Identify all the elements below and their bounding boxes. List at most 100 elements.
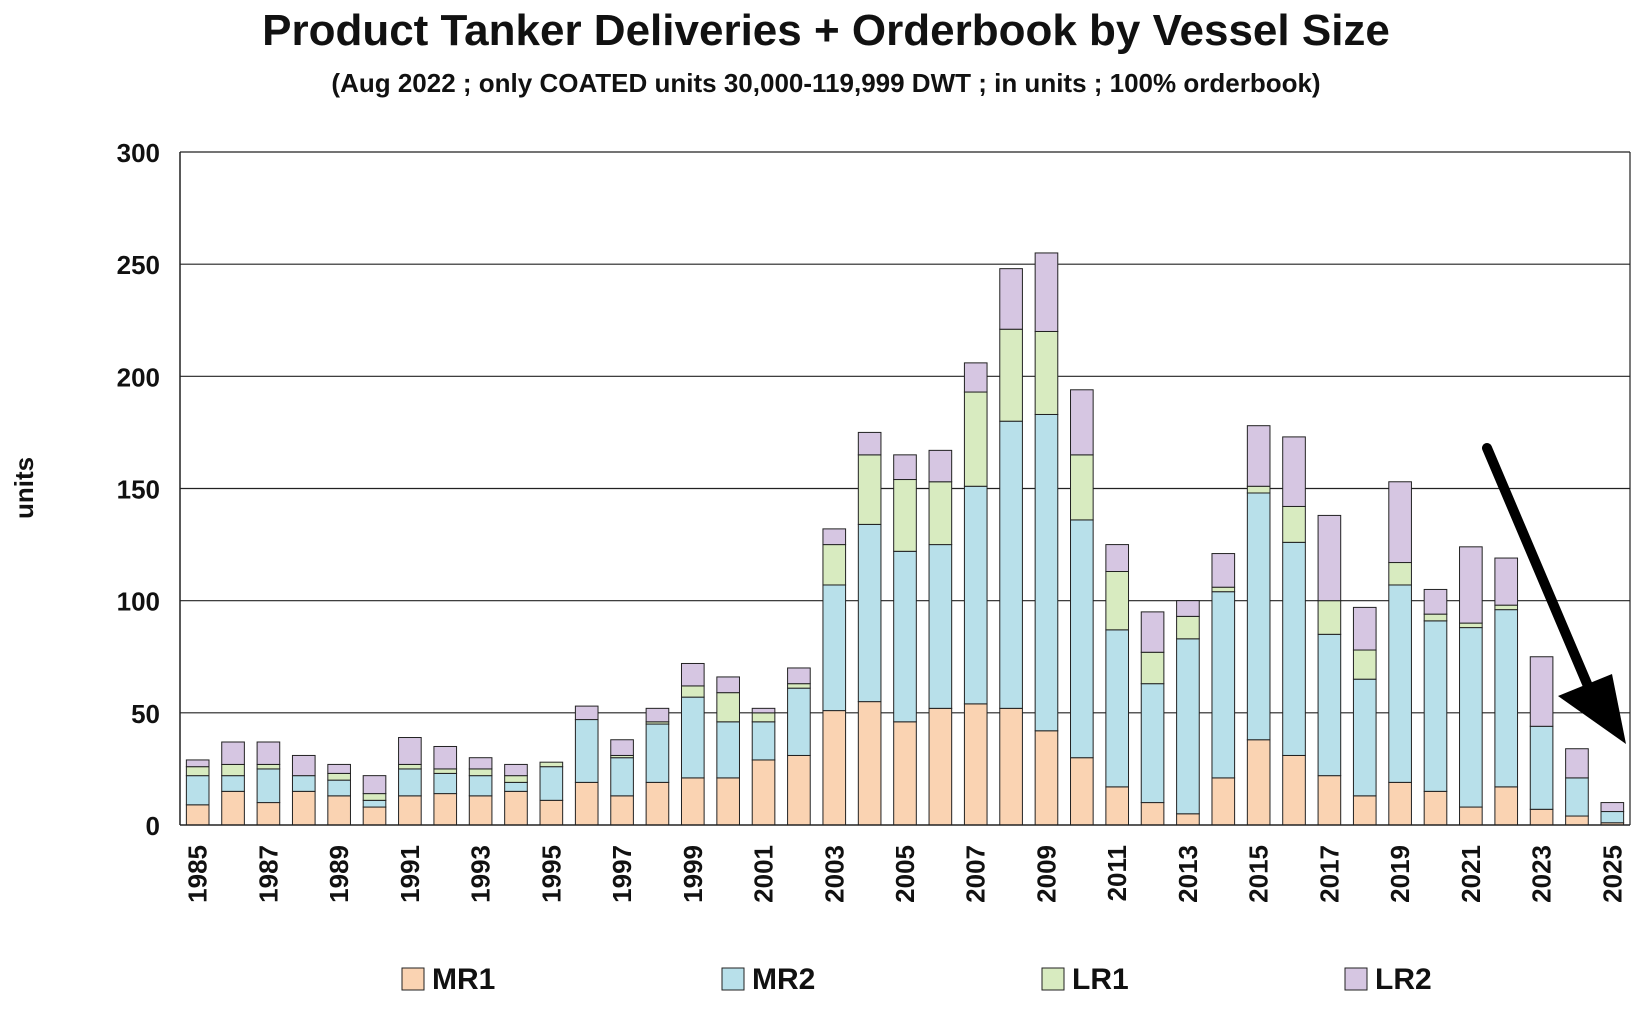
bar-mr2-2008: [999, 420, 1023, 709]
bar-lr1-2000: [716, 692, 740, 723]
bar-lr2-1989: [327, 763, 351, 774]
bar-mr2-2005: [893, 550, 917, 723]
bar-lr2-1993: [468, 757, 493, 770]
bar-mr1-2014: [1211, 777, 1236, 826]
bar-mr1-1985: [185, 804, 210, 826]
bar-mr1-2013: [1176, 813, 1200, 826]
bar-lr2-2009: [1034, 252, 1059, 332]
bar-mr2-1986: [221, 775, 245, 792]
bar-mr2-2010: [1070, 519, 1094, 759]
bar-mr2-2022: [1494, 609, 1519, 788]
bar-mr2-1993: [468, 775, 493, 797]
bar-mr2-2000: [716, 721, 740, 779]
bar-lr2-2017: [1317, 514, 1342, 602]
bar-mr2-2001: [751, 721, 776, 761]
bar-lr2-1996: [574, 705, 599, 721]
bar-lr1-2009: [1034, 330, 1059, 415]
bar-mr2-1996: [574, 719, 599, 783]
bar-mr2-2004: [857, 523, 882, 703]
arrow-head: [1558, 674, 1626, 744]
y-tick-label: 150: [117, 475, 160, 505]
bar-lr1-2022: [1494, 604, 1519, 611]
bar-lr2-2014: [1211, 553, 1236, 588]
bar-lr2-1985: [185, 759, 210, 768]
bar-series: [185, 252, 1625, 826]
bar-mr2-1989: [327, 779, 351, 797]
bar-mr1-2016: [1282, 754, 1306, 826]
bar-lr2-2003: [822, 528, 847, 546]
bar-lr1-1987: [256, 763, 281, 770]
bar-mr1-2022: [1494, 786, 1519, 826]
bar-lr2-1991: [398, 737, 422, 765]
x-tick-label: 1987: [253, 845, 283, 903]
bar-mr2-1998: [645, 723, 670, 783]
bar-mr1-2021: [1459, 806, 1483, 826]
x-tick-label: 2003: [819, 845, 849, 903]
bar-mr1-2011: [1105, 786, 1130, 826]
bar-mr1-2023: [1529, 808, 1554, 826]
bar-mr2-2012: [1140, 683, 1165, 804]
bar-mr1-1987: [256, 802, 281, 826]
bar-mr2-2023: [1529, 725, 1554, 810]
bar-lr1-1986: [221, 763, 245, 777]
y-tick-label: 100: [117, 587, 160, 617]
bar-lr1-1994: [504, 775, 528, 783]
y-tick-labels: 0 50 100 150 200 250 300: [117, 138, 160, 841]
x-tick-label: 1991: [395, 845, 425, 903]
x-tick-label: 2017: [1314, 845, 1344, 903]
bar-mr1-2007: [963, 703, 988, 826]
chart-title: Product Tanker Deliveries + Orderbook by…: [262, 6, 1390, 55]
bar-lr2-2023: [1529, 656, 1554, 727]
bar-mr1-1990: [362, 806, 387, 826]
x-tick-label: 1989: [324, 845, 354, 903]
bar-mr1-2006: [928, 707, 953, 826]
bar-lr1-2006: [928, 481, 953, 546]
bar-mr1-1996: [574, 781, 599, 826]
bar-mr1-2003: [822, 710, 847, 826]
bar-lr2-2019: [1388, 481, 1412, 564]
bar-lr1-2019: [1388, 562, 1412, 586]
bar-mr1-1991: [398, 795, 422, 826]
bar-lr2-2018: [1352, 606, 1377, 651]
legend-swatch-mr1: [401, 967, 425, 991]
x-tick-label: 2025: [1597, 845, 1627, 903]
bar-lr1-1990: [362, 793, 387, 801]
arrow-shaft: [1482, 443, 1593, 691]
x-tick-label: 1999: [678, 845, 708, 903]
bar-lr2-1992: [433, 745, 458, 770]
y-tick-label: 250: [117, 250, 160, 280]
chart-subtitle: (Aug 2022 ; only COATED units 30,000-119…: [331, 68, 1321, 98]
x-tick-label: 2011: [1102, 845, 1132, 901]
bar-lr1-1991: [398, 763, 422, 770]
bar-lr2-1990: [362, 775, 387, 795]
bar-mr2-1997: [610, 757, 634, 797]
x-tick-label: 1997: [607, 845, 637, 903]
bar-lr1-2010: [1070, 454, 1094, 521]
legend-label-mr2: MR2: [752, 963, 815, 996]
bar-lr2-1997: [610, 739, 634, 756]
bar-mr2-2019: [1388, 584, 1412, 783]
legend-label-lr2: LR2: [1375, 963, 1432, 996]
bar-lr1-2020: [1423, 613, 1448, 622]
x-tick-label: 2019: [1385, 845, 1415, 903]
y-tick-label: 200: [117, 362, 160, 392]
bar-mr1-1997: [610, 795, 634, 826]
bar-lr1-2004: [857, 454, 882, 525]
bar-mr1-1993: [468, 795, 493, 826]
bar-mr1-1995: [539, 799, 564, 826]
bar-lr1-1999: [680, 685, 705, 698]
bar-lr2-2008: [999, 268, 1023, 330]
y-axis-label: units: [9, 457, 39, 519]
bar-mr1-2001: [751, 759, 776, 826]
bar-lr2-2006: [928, 449, 953, 483]
bar-lr1-2016: [1282, 505, 1306, 543]
x-tick-label: 2015: [1244, 845, 1274, 903]
bar-lr2-2015: [1246, 425, 1271, 487]
bar-lr1-2012: [1140, 651, 1165, 685]
x-tick-label: 1995: [536, 845, 566, 903]
bar-mr2-2024: [1565, 777, 1589, 817]
bar-lr2-1999: [680, 662, 705, 687]
bar-mr2-2002: [787, 687, 811, 756]
bar-lr1-2013: [1176, 615, 1200, 640]
bar-lr1-2003: [822, 544, 847, 586]
